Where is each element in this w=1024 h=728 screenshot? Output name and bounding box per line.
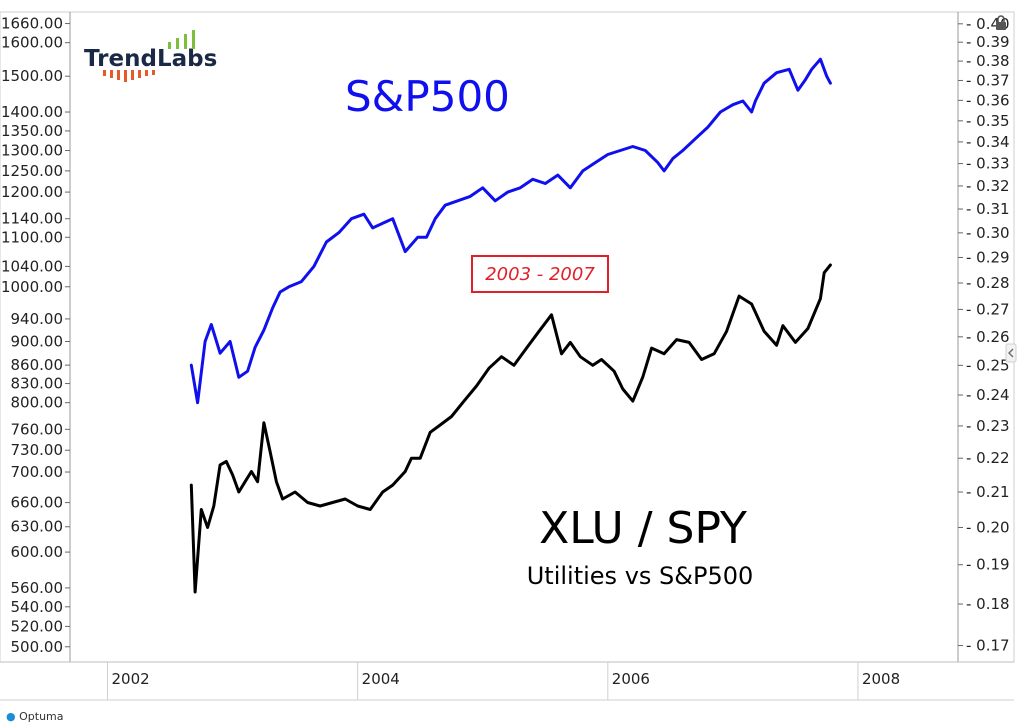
left-tick-label: 520.00 — [11, 617, 64, 635]
left-tick-label: 940.00 — [11, 310, 64, 328]
left-tick-label: 830.00 — [11, 375, 64, 393]
right-tick-label: - 0.20 — [966, 518, 1010, 536]
right-tick-label: - 0.29 — [966, 248, 1010, 266]
left-tick-label: 800.00 — [11, 394, 64, 412]
x-tick-label: 2008 — [862, 670, 900, 688]
spx-title: S&P500 — [345, 72, 510, 121]
left-tick-label: 540.00 — [11, 598, 64, 616]
left-tick-label: 1140.00 — [1, 210, 63, 228]
right-tick-label: - 0.18 — [966, 595, 1010, 613]
optuma-icon: ● — [6, 710, 16, 723]
left-tick-label: 1000.00 — [1, 278, 63, 296]
left-tick-label: 1250.00 — [1, 162, 63, 180]
right-tick-label: - 0.19 — [966, 556, 1010, 574]
left-tick-label: 1600.00 — [1, 34, 63, 52]
right-tick-label: - 0.31 — [966, 200, 1010, 218]
ratio-title: XLU / SPY — [539, 503, 747, 554]
trendlabs-logo: TrendLabs — [84, 30, 217, 82]
left-tick-label: 860.00 — [11, 356, 64, 374]
period-label: 2003 - 2007 — [485, 264, 595, 285]
right-tick-label: - 0.39 — [966, 33, 1010, 51]
optuma-footer: ● Optuma — [6, 710, 64, 723]
logo-bars-top — [168, 30, 195, 49]
x-axis: 2002 2004 2006 2008 — [0, 661, 1014, 701]
right-tick-label: - 0.30 — [966, 224, 1010, 242]
left-tick-label: 700.00 — [11, 463, 64, 481]
right-tick-label: - 0.21 — [966, 483, 1010, 501]
left-tick-label: 660.00 — [11, 494, 64, 512]
series-layer — [189, 57, 832, 594]
left-tick-label: 1200.00 — [1, 183, 63, 201]
left-tick-label: 730.00 — [11, 441, 64, 459]
optuma-label: Optuma — [19, 710, 64, 723]
right-axis: - 0.40- 0.39- 0.38- 0.37- 0.36- 0.35- 0.… — [957, 12, 1010, 662]
left-tick-label: 630.00 — [11, 518, 64, 536]
x-tick-label: 2006 — [612, 670, 650, 688]
collapse-panel-icon[interactable] — [1005, 343, 1017, 363]
left-tick-label: 1040.00 — [1, 257, 63, 275]
right-tick-label: - 0.34 — [966, 133, 1010, 151]
right-tick-label: - 0.36 — [966, 91, 1010, 109]
right-tick-label: - 0.33 — [966, 155, 1010, 173]
right-tick-label: - 0.35 — [966, 112, 1010, 130]
right-tick-label: - 0.25 — [966, 356, 1010, 374]
plot-frame — [0, 11, 1015, 663]
logo-text: TrendLabs — [84, 46, 217, 72]
x-tick-label: 2002 — [112, 670, 150, 688]
left-tick-label: 600.00 — [11, 543, 64, 561]
left-tick-label: 1500.00 — [1, 67, 63, 85]
right-tick-label: - 0.17 — [966, 637, 1010, 655]
right-tick-label: - 0.28 — [966, 274, 1010, 292]
right-tick-label: - 0.32 — [966, 177, 1010, 195]
right-tick-label: - 0.27 — [966, 300, 1010, 318]
right-tick-label: - 0.37 — [966, 71, 1010, 89]
left-tick-label: 560.00 — [11, 579, 64, 597]
left-tick-label: 1300.00 — [1, 142, 63, 160]
right-tick-label: - 0.26 — [966, 328, 1010, 346]
spx-line — [189, 57, 832, 405]
left-tick-label: 500.00 — [11, 638, 64, 656]
period-box — [471, 255, 609, 293]
xlu-spy-ratio-line — [189, 263, 832, 594]
right-tick-label: - 0.23 — [966, 417, 1010, 435]
lock-icon[interactable] — [996, 15, 1006, 30]
ratio-subtitle: Utilities vs S&P500 — [527, 562, 754, 590]
left-tick-label: 1350.00 — [1, 122, 63, 140]
left-tick-label: 900.00 — [11, 333, 64, 351]
left-tick-label: 1400.00 — [1, 103, 63, 121]
left-tick-label: 760.00 — [11, 420, 64, 438]
right-tick-label: - 0.24 — [966, 386, 1010, 404]
right-tick-label: - 0.38 — [966, 52, 1010, 70]
left-tick-label: 1100.00 — [1, 228, 63, 246]
x-tick-label: 2004 — [362, 670, 400, 688]
right-tick-label: - 0.22 — [966, 449, 1010, 467]
logo-bars-bottom — [103, 70, 155, 82]
left-tick-label: 1660.00 — [1, 15, 63, 33]
